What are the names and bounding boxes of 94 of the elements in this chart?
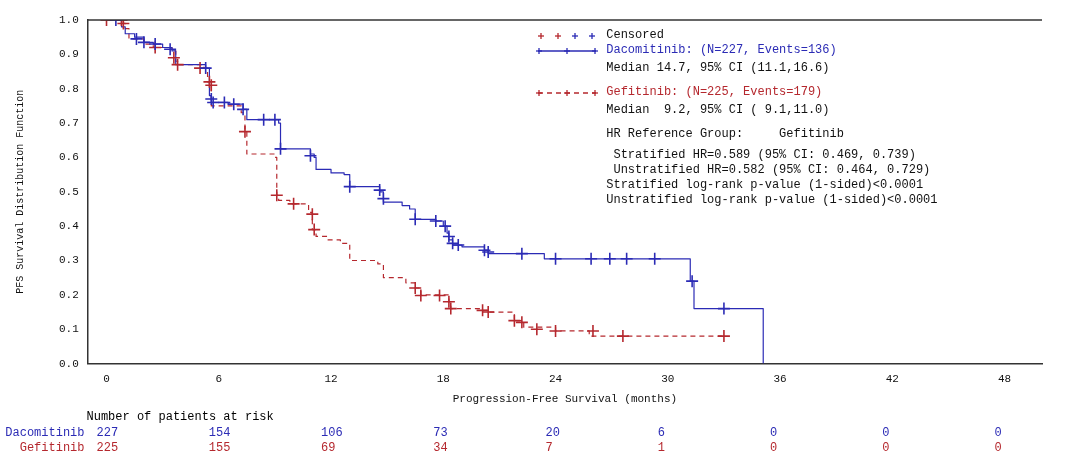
point [481,305,495,319]
point [269,188,284,203]
annotation: Median 9.2, 95% CI ( 9.1,11.0) [605,103,831,118]
point [515,246,529,261]
point [408,212,423,227]
point [647,252,662,266]
text: 6 [657,426,665,440]
point [273,142,288,156]
point [305,207,320,221]
x-tick-label: 0 [103,373,110,386]
y-tick-label: 0.5 [58,185,79,198]
point [217,95,232,110]
point [477,243,492,258]
point [515,315,529,330]
text: 106 [321,426,343,440]
annotation: Median 14.7, 95% CI (11.1,16.6) [605,61,831,76]
point [481,245,495,259]
point [198,61,213,75]
y-tick-label: 0.8 [58,82,79,95]
point [548,252,563,266]
x-tick-label: 18 [436,373,450,386]
text: 0 [770,441,778,455]
legend-label: Gefitinib: (N=225, Events=179) [606,85,823,100]
point [202,75,217,89]
point [619,252,634,266]
text: 34 [433,441,448,455]
point [717,301,731,316]
y-tick-label: 0.6 [58,151,79,164]
text: 0 [994,426,1002,440]
text: Number of patients at risk [86,410,274,424]
point [584,252,598,266]
text: 154 [208,426,231,440]
point [238,124,252,139]
annotation: Stratified HR=0.589 (95% CI: 0.469, 0.739) [612,148,917,163]
point [507,313,522,328]
point [616,329,630,343]
point [342,179,357,194]
text: 1 [657,441,665,455]
point [204,78,219,93]
point [717,329,731,343]
text: 0 [770,426,778,440]
x-tick-label: 42 [885,373,899,386]
annotation: Unstratified HR=0.582 (95% CI: 0.464, 0.729) [612,163,932,178]
point [548,324,563,338]
point [443,301,458,316]
legend-label: Dacomitinib: (N=227, Events=136) [606,43,837,58]
legend-label: Censored [606,28,664,43]
text: 0 [882,441,890,455]
x-axis-title: Progression-Free Survival (months) [452,393,678,406]
point [685,274,699,288]
text: Gefitinib [19,441,85,455]
point [268,112,282,127]
annotation: Stratified log-rank p-value (1-sided)<0.0001 [605,178,925,193]
x-tick-label: 24 [548,373,563,386]
x-tick-label: 36 [773,373,787,386]
point [307,222,321,237]
text: 7 [545,441,553,455]
point [475,303,490,318]
point [586,324,600,338]
point [451,238,466,252]
y-tick-label: 0.7 [58,116,79,129]
annotation: Unstratified log-rank p-value (1-sided)<0.0001 [605,193,938,208]
y-axis-title: PFS Survival Distribution Function [14,89,26,294]
text: 69 [321,441,336,455]
point [163,42,177,57]
text: 227 [96,426,119,440]
text: 155 [208,441,231,455]
x-tick-label: 12 [324,373,338,386]
y-tick-label: 0.9 [58,48,79,61]
x-tick-label: 48 [997,373,1012,386]
point [530,322,544,337]
y-tick-label: 0.0 [58,357,79,370]
text: 0 [994,441,1002,455]
x-tick-label: 30 [661,373,675,386]
x-tick-label: 6 [215,373,223,386]
point [204,92,219,106]
text: 0 [882,426,890,440]
y-tick-label: 0.2 [58,288,79,301]
y-tick-label: 0.3 [58,254,79,267]
point [286,197,301,211]
text: 20 [545,426,560,440]
point [148,37,162,51]
point [116,20,131,31]
point [603,252,617,266]
text: Dacomitinib [5,426,85,440]
y-tick-label: 0.4 [58,220,80,233]
y-tick-label: 1.0 [58,13,79,26]
point [256,112,271,127]
annotation: HR Reference Group: Gefitinib [605,127,845,142]
y-tick-label: 0.1 [58,323,80,336]
point [206,95,220,110]
point [303,148,318,163]
text: 225 [96,441,119,455]
text: 73 [433,426,448,440]
